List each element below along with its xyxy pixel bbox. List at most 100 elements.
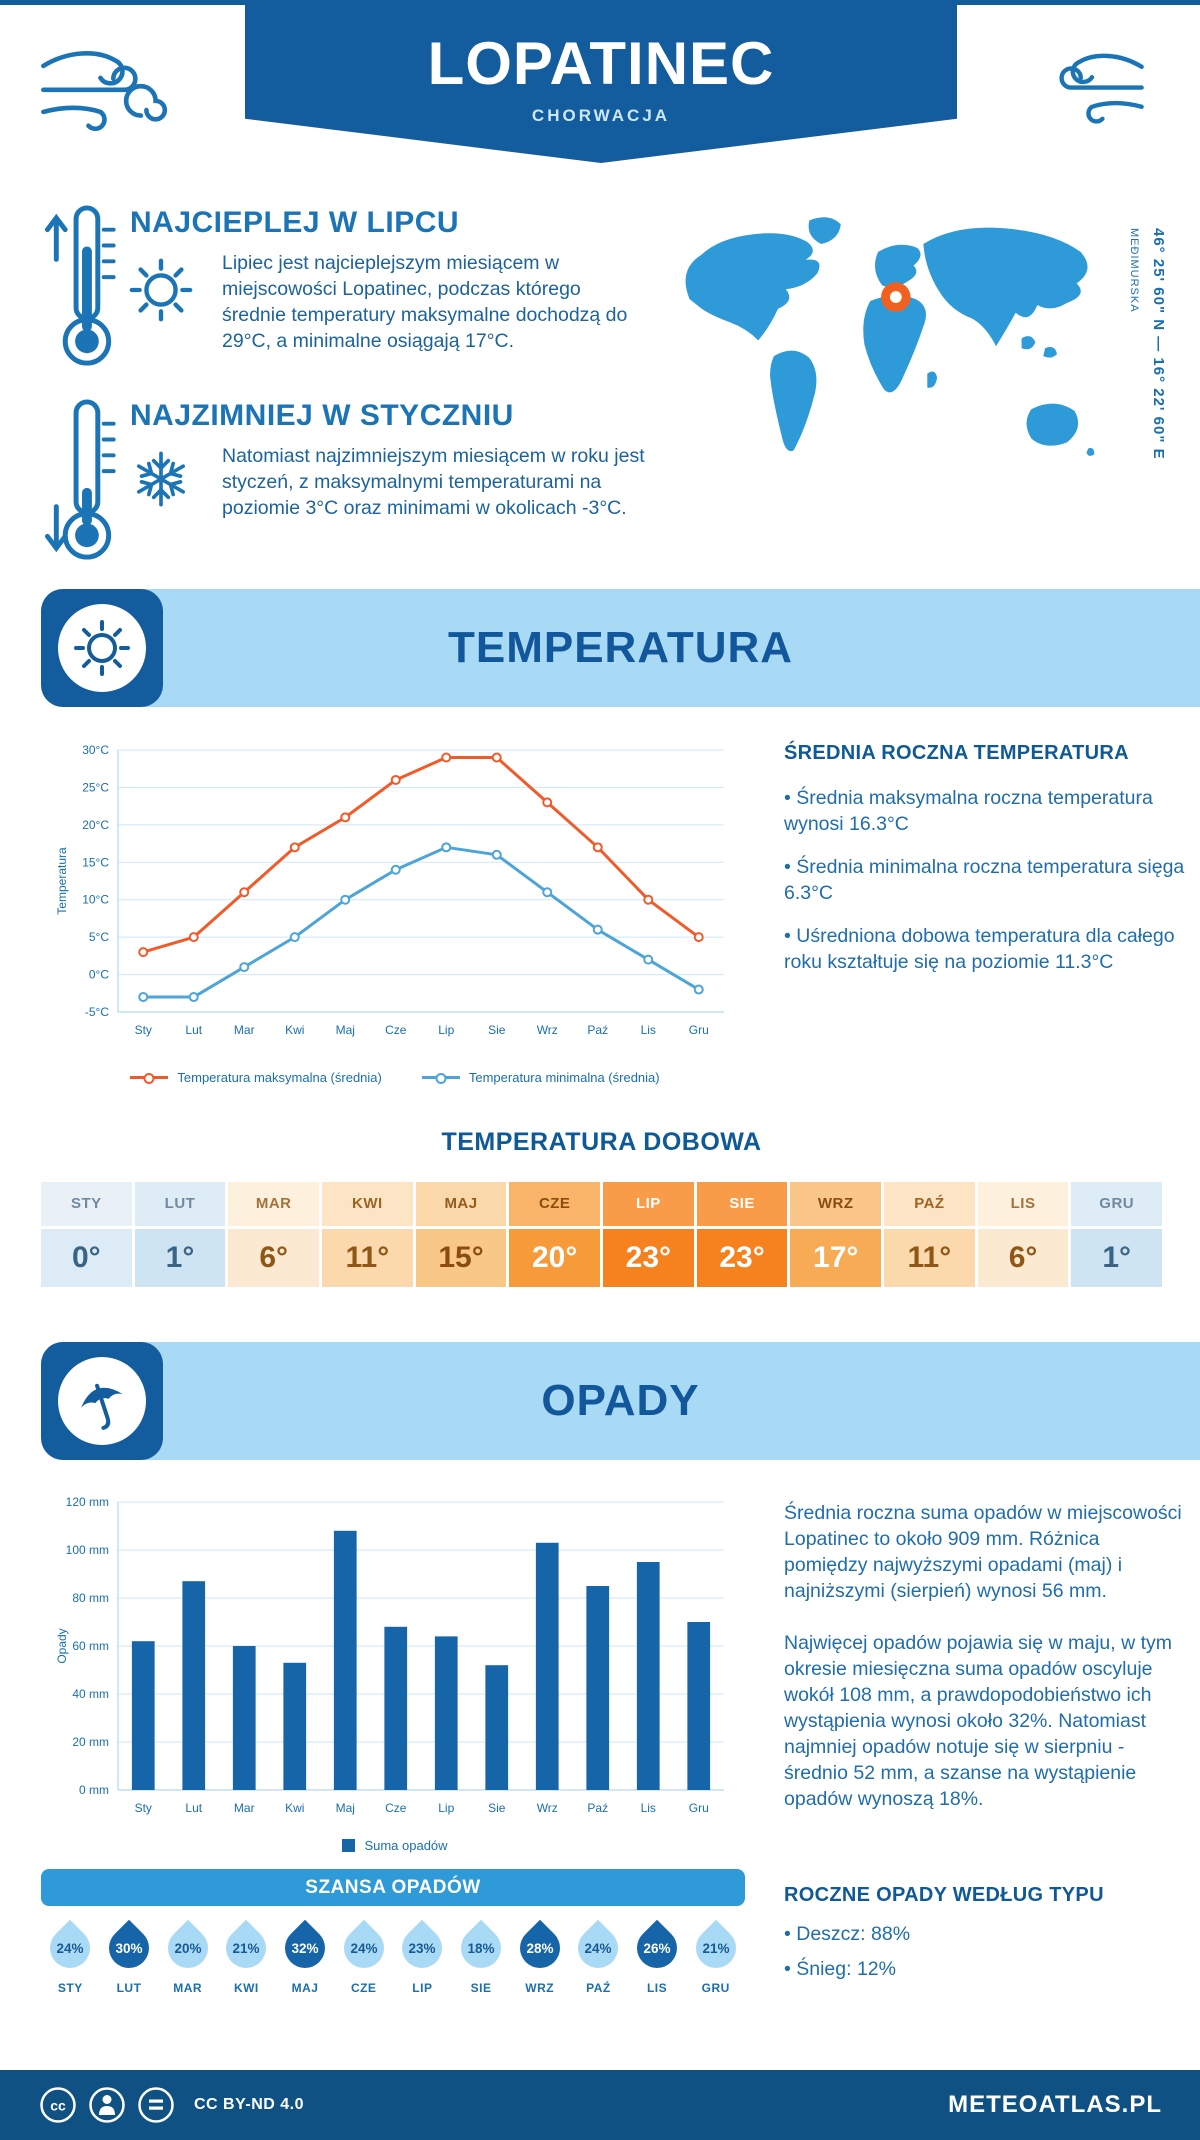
svg-text:Temperatura: Temperatura bbox=[55, 847, 69, 915]
precip-chance-item: 28% WRZ bbox=[510, 1918, 569, 1995]
daily-temp-column: GRU 1° bbox=[1071, 1182, 1163, 1287]
svg-text:0°C: 0°C bbox=[89, 968, 109, 982]
cold-section-title: NAJZIMNIEJ W STYCZNIU bbox=[130, 399, 514, 432]
header-banner: LOPATINEC CHORWACJA bbox=[245, 5, 957, 163]
umbrella-icon bbox=[81, 1383, 123, 1430]
daily-temp-month: MAJ bbox=[415, 1182, 507, 1226]
daily-temp-month: MAR bbox=[228, 1182, 320, 1226]
daily-temp-table: STY 0° LUT 1° MAR 6° KWI 11° MAJ 15° CZE 20° LIP 23° S… bbox=[41, 1182, 1163, 1287]
daily-temp-month: CZE bbox=[509, 1182, 601, 1226]
svg-text:Lip: Lip bbox=[438, 1023, 454, 1037]
precip-chance-item: 24% CZE bbox=[334, 1918, 393, 1995]
chance-percent: 30% bbox=[115, 1940, 143, 1956]
temperature-chart-legend: Temperatura maksymalna (średnia) Temperat… bbox=[50, 1070, 740, 1085]
temperature-line-chart: -5°C 0°C 5°C 10°C 15°C 20°C 25°C 30°C Sty Lut Mar K… bbox=[55, 743, 724, 1037]
temperature-banner: TEMPERATURA bbox=[41, 589, 1200, 707]
svg-text:Sie: Sie bbox=[488, 1801, 506, 1815]
temperature-summary-bullet: Średnia minimalna roczna temperatura się… bbox=[784, 854, 1188, 906]
svg-text:Gru: Gru bbox=[689, 1801, 709, 1815]
svg-text:120 mm: 120 mm bbox=[66, 1495, 109, 1509]
svg-text:Cze: Cze bbox=[385, 1801, 407, 1815]
precip-chance-item: 18% SIE bbox=[452, 1918, 511, 1995]
temperature-banner-title: TEMPERATURA bbox=[447, 623, 794, 672]
legend-item: Temperatura maksymalna (średnia) bbox=[130, 1070, 382, 1085]
daily-temp-column: CZE 20° bbox=[509, 1182, 601, 1287]
chance-percent: 26% bbox=[643, 1940, 671, 1956]
temperature-summary-bullet: Uśredniona dobowa temperatura dla całego… bbox=[784, 923, 1188, 975]
region-label: MEĐIMURSKA bbox=[1128, 228, 1140, 313]
wind-icon bbox=[1059, 53, 1144, 124]
chance-percent: 18% bbox=[467, 1940, 495, 1956]
precip-chance-title: SZANSA OPADÓW bbox=[305, 1876, 481, 1898]
daily-temp-month: LIS bbox=[977, 1182, 1069, 1226]
precipitation-bar-chart: 0 mm 20 mm 40 mm 60 mm 80 mm 100 mm 120 mm Sty L… bbox=[55, 1495, 724, 1815]
legend-swatch bbox=[421, 1076, 460, 1079]
warm-section-text: Lipiec jest najcieplejszym miesiącem w m… bbox=[222, 252, 628, 352]
svg-text:Kwi: Kwi bbox=[285, 1023, 304, 1037]
daily-temp-value: 20° bbox=[509, 1229, 601, 1287]
svg-text:25°C: 25°C bbox=[82, 780, 109, 794]
raindrop-icon: 24% bbox=[570, 1919, 627, 1977]
license-label: CC BY-ND 4.0 bbox=[194, 2096, 305, 2113]
svg-text:Lis: Lis bbox=[641, 1801, 656, 1815]
daily-temp-column: WRZ 17° bbox=[790, 1182, 882, 1287]
daily-temp-month: SIE bbox=[696, 1182, 788, 1226]
precip-chance-item: 21% KWI bbox=[217, 1918, 276, 1995]
top-border-line bbox=[0, 0, 1200, 5]
svg-text:40 mm: 40 mm bbox=[72, 1687, 109, 1701]
license-icons: cc bbox=[38, 2085, 176, 2125]
svg-text:80 mm: 80 mm bbox=[72, 1591, 109, 1605]
chance-percent: 24% bbox=[584, 1940, 612, 1956]
svg-text:Sty: Sty bbox=[135, 1023, 152, 1037]
daily-temp-value: 23° bbox=[603, 1229, 694, 1287]
daily-temperature-title: TEMPERATURA DOBOWA bbox=[441, 1128, 762, 1156]
chance-percent: 24% bbox=[350, 1940, 378, 1956]
daily-temp-month: LIP bbox=[603, 1182, 694, 1226]
chance-percent: 28% bbox=[526, 1940, 554, 1956]
precip-chance-item: 23% LIP bbox=[393, 1918, 452, 1995]
page-title: LOPATINEC bbox=[427, 30, 775, 97]
location-marker-icon bbox=[881, 282, 911, 312]
svg-text:10°C: 10°C bbox=[82, 893, 109, 907]
legend-item: Temperatura minimalna (średnia) bbox=[421, 1070, 660, 1085]
svg-text:cc: cc bbox=[50, 2098, 66, 2114]
svg-text:Paź: Paź bbox=[587, 1801, 608, 1815]
sun-icon bbox=[74, 620, 130, 676]
precip-chance-item: 30% LUT bbox=[100, 1918, 159, 1995]
daily-temp-column: LIP 23° bbox=[603, 1182, 694, 1287]
chance-month: LIS bbox=[646, 1981, 668, 1995]
precipitation-paragraph: Średnia roczna suma opadów w miejscowośc… bbox=[784, 1502, 1182, 1602]
svg-text:-5°C: -5°C bbox=[85, 1005, 109, 1019]
chance-month: MAR bbox=[173, 1981, 203, 1995]
brand-label: METEOATLAS.PL bbox=[948, 2091, 1162, 2118]
cc-icon: cc bbox=[40, 2087, 76, 2123]
svg-text:Kwi: Kwi bbox=[285, 1801, 304, 1815]
footer-bar: cc CC BY-ND 4.0 METEOATLAS.PL bbox=[0, 2070, 1200, 2140]
cc-by-person-icon bbox=[89, 2087, 125, 2123]
warm-section-title: NAJCIEPLEJ W LIPCU bbox=[130, 206, 460, 239]
world-map bbox=[685, 217, 1095, 456]
precip-chance-item: 21% GRU bbox=[686, 1918, 745, 1995]
chance-month: SIE bbox=[470, 1981, 492, 1995]
coordinates-label: 46° 25' 60" N — 16° 22' 60" E bbox=[1150, 228, 1167, 460]
daily-temp-month: LUT bbox=[134, 1182, 226, 1226]
raindrop-icon: 26% bbox=[628, 1919, 686, 1977]
temperature-summary-title: ŚREDNIA ROCZNA TEMPERATURA bbox=[784, 742, 1129, 764]
raindrop-icon: 24% bbox=[42, 1919, 99, 1977]
daily-temp-column: LUT 1° bbox=[134, 1182, 226, 1287]
legend-swatch bbox=[130, 1076, 169, 1079]
daily-temp-value: 17° bbox=[790, 1229, 882, 1287]
daily-temp-month: GRU bbox=[1071, 1182, 1163, 1226]
raindrop-icon: 30% bbox=[100, 1919, 158, 1977]
daily-temp-value: 1° bbox=[134, 1229, 226, 1287]
svg-text:20°C: 20°C bbox=[82, 818, 109, 832]
daily-temp-value: 1° bbox=[1071, 1229, 1163, 1287]
svg-text:Cze: Cze bbox=[385, 1023, 407, 1037]
precip-chance-item: 32% MAJ bbox=[276, 1918, 335, 1995]
thermometer-warm-icon bbox=[44, 205, 116, 366]
daily-temp-month: KWI bbox=[322, 1182, 413, 1226]
daily-temp-month: WRZ bbox=[790, 1182, 882, 1226]
chance-percent: 23% bbox=[408, 1940, 436, 1956]
svg-text:100 mm: 100 mm bbox=[66, 1543, 109, 1557]
